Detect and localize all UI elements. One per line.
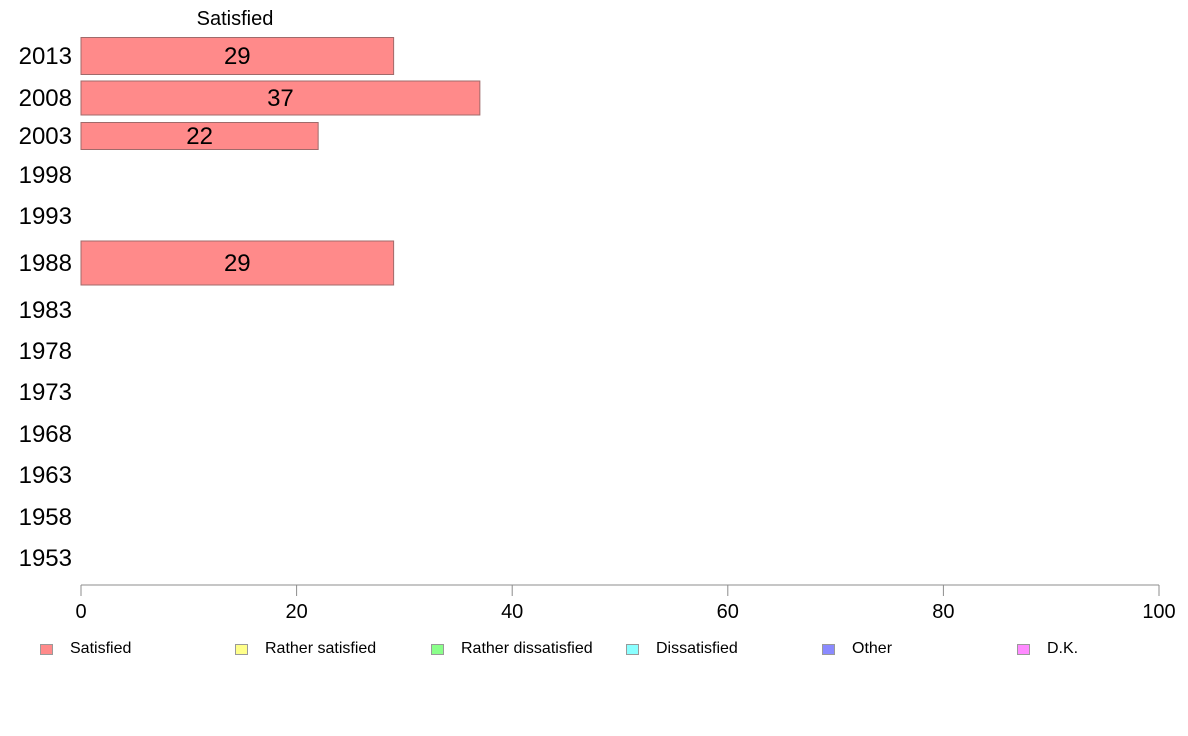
bar-2013-satisfied (80, 37, 395, 75)
chart-area: Satisfied 29 37 22 29 2013 2008 2003 1998 1993 1… (19, 8, 1176, 623)
y-tick-label-2003: 2003 (19, 123, 72, 150)
bar-1988-satisfied (80, 240, 395, 286)
y-tick-label-1953: 1953 (19, 545, 72, 572)
bar-2003-satisfied (80, 122, 319, 150)
legend-item-satisfied: Satisfied (40, 638, 131, 660)
y-tick-label-2013: 2013 (19, 43, 72, 70)
legend-swatch (822, 643, 835, 655)
data-label-2003: 22 (186, 123, 213, 150)
y-tick-label-1963: 1963 (19, 462, 72, 489)
legend-label: Satisfied (70, 640, 132, 657)
y-tick-label-1988: 1988 (19, 250, 72, 277)
data-label-2008: 37 (267, 85, 294, 112)
data-label-2013: 29 (224, 43, 251, 70)
data-label-1988: 29 (224, 250, 251, 277)
legend-swatch (40, 643, 53, 655)
x-tick-label-20: 20 (285, 601, 307, 623)
y-axis-labels: 2013 2008 2003 1998 1993 1988 1983 1978 1973 1968… (19, 43, 72, 572)
x-tick-label-60: 60 (717, 601, 739, 623)
x-tick-label-100: 100 (1142, 601, 1175, 623)
y-tick-label-1968: 1968 (19, 421, 72, 448)
y-tick-label-1998: 1998 (19, 162, 72, 189)
legend-swatch (431, 643, 444, 655)
legend: Satisfied Rather satisfied Rather dissatis… (0, 638, 1188, 662)
legend-label: Rather satisfied (265, 640, 377, 657)
y-tick-label-2008: 2008 (19, 85, 72, 112)
legend-item-dissatisfied: Dissatisfied (626, 638, 738, 660)
x-axis: 0 20 40 60 80 100 (75, 584, 1176, 623)
y-tick-label-1978: 1978 (19, 338, 72, 365)
x-tick-label-40: 40 (501, 601, 523, 623)
bar-group: 29 37 22 29 (80, 37, 481, 286)
legend-item-other: Other (822, 638, 892, 660)
y-tick-label-1983: 1983 (19, 297, 72, 324)
legend-label: Dissatisfied (656, 640, 738, 657)
legend-label: Rather dissatisfied (461, 640, 593, 657)
y-tick-label-1973: 1973 (19, 379, 72, 406)
chart-title: Satisfied (197, 8, 274, 30)
legend-swatch (1017, 643, 1030, 655)
legend-swatch (626, 643, 639, 655)
bar-2008-satisfied (80, 80, 481, 116)
legend-item-rather-dissatisfied: Rather dissatisfied (431, 638, 593, 660)
legend-swatch (235, 643, 248, 655)
legend-label: Other (852, 640, 893, 657)
legend-item-rather-satisfied: Rather satisfied (235, 638, 376, 660)
x-tick-label-0: 0 (75, 601, 86, 623)
legend-item-d-k-: D.K. (1017, 638, 1078, 660)
y-tick-label-1958: 1958 (19, 504, 72, 531)
x-tick-label-80: 80 (932, 601, 954, 623)
legend-label: D.K. (1047, 640, 1079, 657)
y-tick-label-1993: 1993 (19, 203, 72, 230)
